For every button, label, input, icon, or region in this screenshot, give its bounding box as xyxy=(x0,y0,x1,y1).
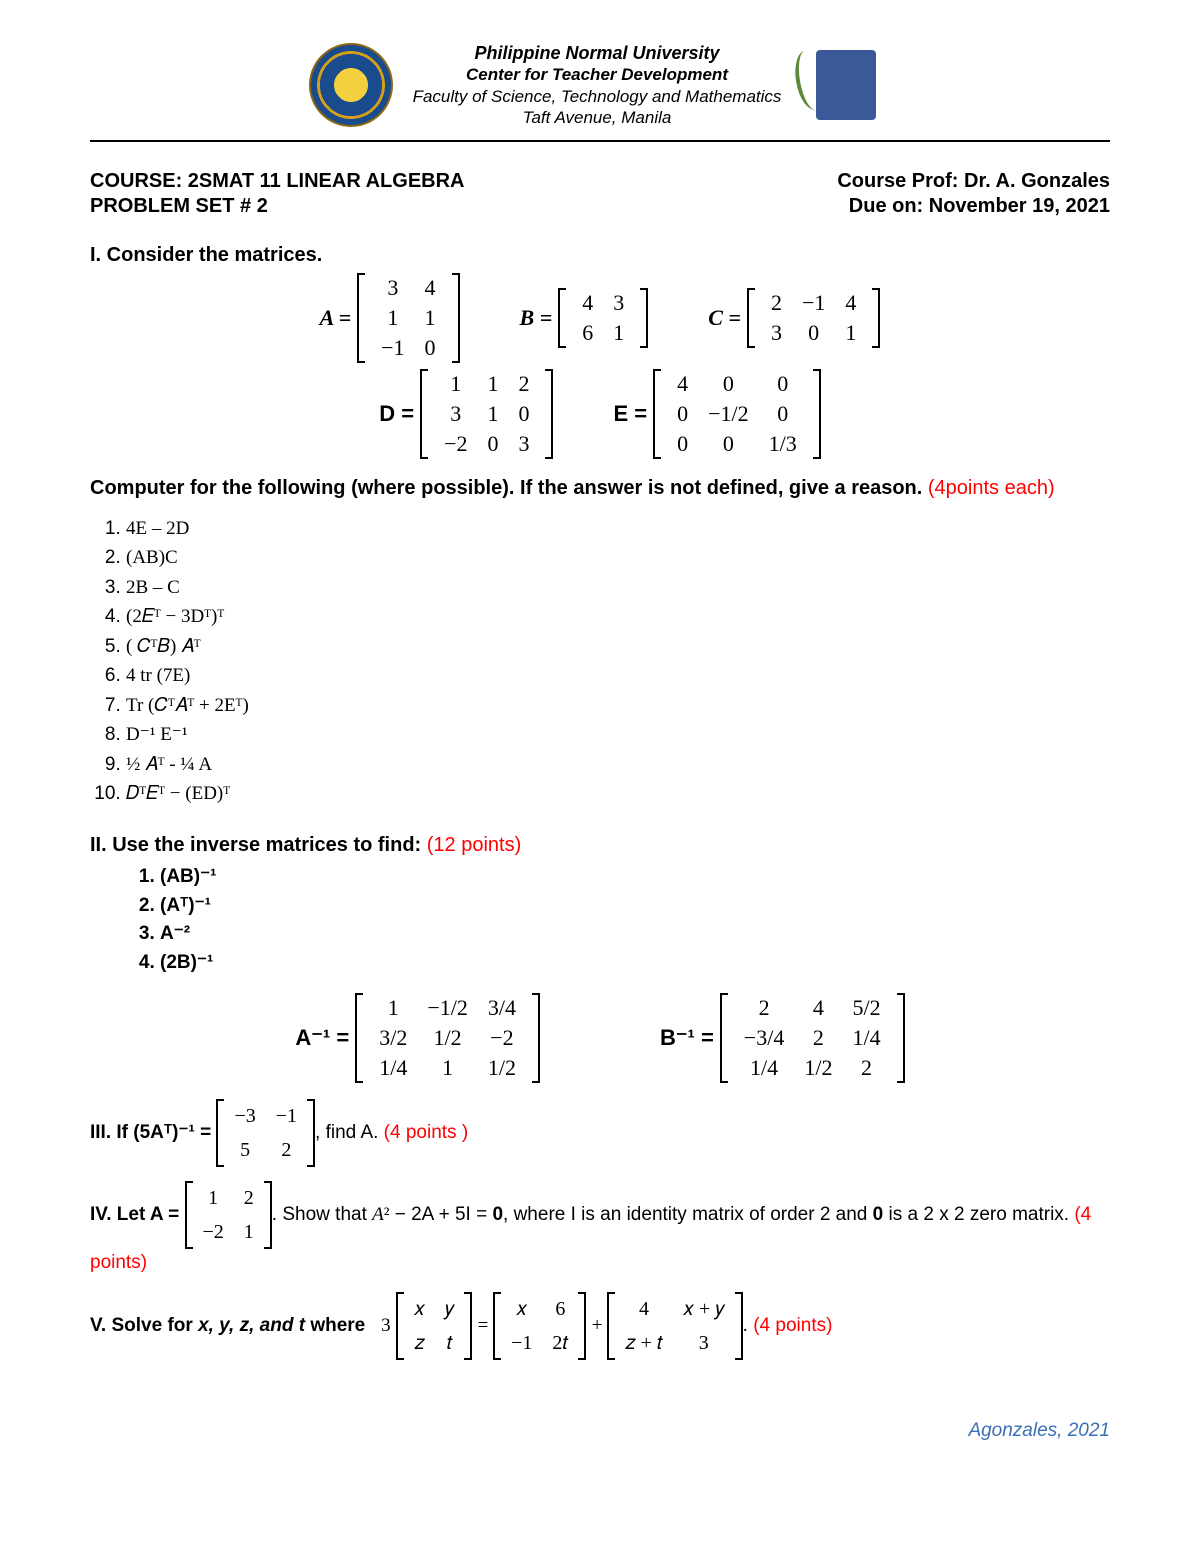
inverse-item: (AB)⁻¹ xyxy=(160,863,1110,892)
section-5-pre: V. Solve for x, y, z, and t where xyxy=(90,1315,381,1336)
header-line-4: Taft Avenue, Manila xyxy=(413,107,782,128)
course-prof: Course Prof: Dr. A. Gonzales xyxy=(837,170,1110,193)
section-4-mid: . Show that A² − 2A + 5I = 0, where I is… xyxy=(272,1204,1069,1225)
matrix-B-inverse: B⁻¹ = 245/2−3/421/41/41/22 xyxy=(660,993,905,1083)
section-4: IV. Let A = 12−21 . Show that A² − 2A + … xyxy=(90,1181,1110,1278)
matrix-E: E = 4000−1/20001/3 xyxy=(613,369,820,459)
problem-item: (2𝐸ᵀ − 3Dᵀ)ᵀ xyxy=(126,602,1110,631)
inverse-list: (AB)⁻¹(Aᵀ)⁻¹A⁻²(2B)⁻¹ xyxy=(160,863,1110,977)
compute-text: Computer for the following (where possib… xyxy=(90,477,922,499)
course-code: COURSE: 2SMAT 11 LINEAR ALGEBRA xyxy=(90,170,464,193)
problem-item: ( 𝐶ᵀ𝐵) 𝐴ᵀ xyxy=(126,632,1110,661)
matrix-D: D = 112310−203 xyxy=(379,369,553,459)
compute-points: (4points each) xyxy=(922,477,1054,499)
course-row-2: PROBLEM SET # 2 Due on: November 19, 202… xyxy=(90,195,1110,218)
matrix-A-inverse: A⁻¹ = 1−1/23/43/21/2−21/411/2 xyxy=(295,993,540,1083)
problem-item: 4 tr (7E) xyxy=(126,661,1110,690)
inverse-item: A⁻² xyxy=(160,920,1110,949)
problem-item: 2B – C xyxy=(126,573,1110,602)
problem-item: D⁻¹ E⁻¹ xyxy=(126,720,1110,749)
matrices-row-2: D = 112310−203 E = 4000−1/20001/3 xyxy=(90,369,1110,459)
problem-item: 𝐷ᵀ𝐸ᵀ − (ED)ᵀ xyxy=(126,779,1110,808)
inverse-matrices-row: A⁻¹ = 1−1/23/43/21/2−21/411/2 B⁻¹ = 245/… xyxy=(90,993,1110,1083)
header-text: Philippine Normal University Center for … xyxy=(413,42,782,128)
problem-item: 4E – 2D xyxy=(126,514,1110,543)
matrix-C: C = 2−14301 xyxy=(708,288,880,348)
section-5-m3: 4𝑥 + 𝑦𝑧 + 𝑡3 xyxy=(607,1292,743,1360)
section-5-m2: 𝑥6−12𝑡 xyxy=(493,1292,586,1360)
section-3-matrix: −3−152 xyxy=(216,1099,315,1167)
inverse-item: (2B)⁻¹ xyxy=(160,949,1110,978)
problems-list: 4E – 2D(AB)C2B – C(2𝐸ᵀ − 3Dᵀ)ᵀ( 𝐶ᵀ𝐵) 𝐴ᵀ4… xyxy=(126,514,1110,808)
header-line-3: Faculty of Science, Technology and Mathe… xyxy=(413,86,782,107)
matrix-B: B = 4361 xyxy=(520,288,649,348)
section-3: III. If (5Aᵀ)⁻¹ = −3−152 , find A. (4 po… xyxy=(90,1099,1110,1167)
section-5-eq: = xyxy=(478,1315,493,1336)
problem-item: (AB)C xyxy=(126,543,1110,572)
section-5-m1: 𝑥𝑦𝑧𝑡 xyxy=(396,1292,472,1360)
problem-item: ½ 𝐴ᵀ - ¼ A xyxy=(126,750,1110,779)
section-2-points: (12 points) xyxy=(421,834,521,856)
section-4-pre: IV. Let A = xyxy=(90,1204,185,1225)
inverse-item: (Aᵀ)⁻¹ xyxy=(160,892,1110,921)
section-3-points: (4 points ) xyxy=(378,1122,468,1143)
section-4-matrix: 12−21 xyxy=(185,1181,272,1249)
problem-item: Tr (𝐶ᵀ𝐴ᵀ + 2Eᵀ) xyxy=(126,691,1110,720)
due-date: Due on: November 19, 2021 xyxy=(849,195,1110,218)
course-row-1: COURSE: 2SMAT 11 LINEAR ALGEBRA Course P… xyxy=(90,170,1110,193)
section-3-post: , find A. xyxy=(315,1122,378,1143)
matrices-row-1: A = 3411−10 B = 4361 C = 2−14301 xyxy=(90,273,1110,363)
page-footer: Agonzales, 2021 xyxy=(90,1420,1110,1442)
section-2-text: II. Use the inverse matrices to find: xyxy=(90,834,421,856)
university-seal-icon xyxy=(309,43,393,127)
section-2-title: II. Use the inverse matrices to find: (1… xyxy=(90,834,1110,857)
compute-instruction: Computer for the following (where possib… xyxy=(90,477,1110,500)
college-seal-icon xyxy=(801,40,891,130)
page-header: Philippine Normal University Center for … xyxy=(90,40,1110,130)
section-1-title: I. Consider the matrices. xyxy=(90,244,1110,267)
section-5-points: (4 points) xyxy=(748,1315,832,1336)
section-3-pre: III. If (5Aᵀ)⁻¹ = xyxy=(90,1122,216,1143)
header-line-2: Center for Teacher Development xyxy=(413,64,782,85)
problem-set: PROBLEM SET # 2 xyxy=(90,195,268,218)
section-5-plus: + xyxy=(592,1315,607,1336)
header-line-1: Philippine Normal University xyxy=(413,42,782,65)
section-5: V. Solve for x, y, z, and t where 3 𝑥𝑦𝑧𝑡… xyxy=(90,1292,1110,1360)
matrix-A: A = 3411−10 xyxy=(320,273,460,363)
header-rule xyxy=(90,140,1110,142)
